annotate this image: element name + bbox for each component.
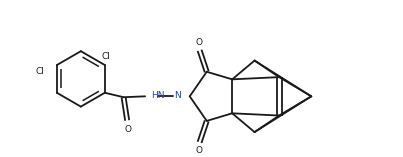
Text: O: O xyxy=(195,38,202,47)
Text: Cl: Cl xyxy=(101,52,110,61)
Text: O: O xyxy=(124,125,131,134)
Text: O: O xyxy=(195,146,202,155)
Text: HN: HN xyxy=(151,91,164,100)
Text: Cl: Cl xyxy=(35,67,44,76)
Text: N: N xyxy=(174,91,181,100)
